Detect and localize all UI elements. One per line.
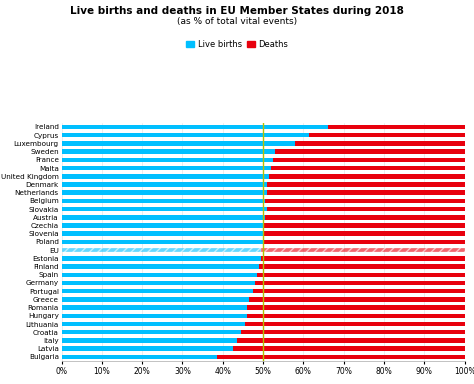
Bar bbox=[233, 346, 465, 351]
Bar bbox=[261, 256, 465, 261]
Bar bbox=[328, 125, 465, 129]
Bar bbox=[259, 264, 465, 269]
Bar bbox=[62, 240, 263, 244]
Bar bbox=[62, 190, 267, 195]
Bar bbox=[255, 281, 465, 285]
Bar bbox=[247, 314, 465, 318]
Bar bbox=[263, 223, 465, 228]
Bar bbox=[269, 174, 465, 179]
Bar bbox=[62, 174, 269, 179]
Bar bbox=[265, 199, 465, 203]
Bar bbox=[62, 256, 261, 261]
Bar bbox=[265, 215, 465, 220]
Bar bbox=[249, 297, 465, 302]
Bar bbox=[62, 125, 328, 129]
Bar bbox=[62, 330, 241, 334]
Bar bbox=[273, 157, 465, 162]
Bar bbox=[275, 149, 465, 154]
Text: (as % of total vital events): (as % of total vital events) bbox=[177, 17, 297, 26]
Bar bbox=[217, 354, 465, 359]
Bar bbox=[62, 314, 247, 318]
Bar bbox=[62, 354, 217, 359]
Bar bbox=[62, 346, 233, 351]
Bar bbox=[62, 297, 249, 302]
Bar bbox=[62, 248, 261, 252]
Bar bbox=[62, 166, 271, 170]
Bar bbox=[62, 338, 237, 343]
Bar bbox=[295, 141, 465, 146]
Bar bbox=[62, 215, 265, 220]
Text: Live births and deaths in EU Member States during 2018: Live births and deaths in EU Member Stat… bbox=[70, 6, 404, 16]
Bar bbox=[62, 141, 295, 146]
Bar bbox=[62, 273, 257, 277]
Bar bbox=[253, 289, 465, 293]
Bar bbox=[62, 199, 265, 203]
Bar bbox=[257, 273, 465, 277]
Bar bbox=[241, 330, 465, 334]
Bar bbox=[263, 232, 465, 236]
Bar bbox=[267, 207, 465, 211]
Bar bbox=[62, 223, 263, 228]
Bar bbox=[62, 289, 253, 293]
Bar bbox=[62, 207, 267, 211]
Bar bbox=[62, 322, 245, 326]
Bar bbox=[263, 240, 465, 244]
Legend: Live births, Deaths: Live births, Deaths bbox=[182, 37, 292, 53]
Bar bbox=[267, 190, 465, 195]
Bar bbox=[237, 338, 465, 343]
Bar bbox=[62, 157, 273, 162]
Bar bbox=[62, 232, 263, 236]
Bar bbox=[62, 182, 267, 187]
Bar bbox=[247, 305, 465, 310]
Bar bbox=[245, 322, 465, 326]
Bar bbox=[62, 264, 259, 269]
Bar bbox=[62, 281, 255, 285]
Bar bbox=[261, 248, 465, 252]
Bar bbox=[310, 133, 465, 137]
Bar bbox=[62, 149, 275, 154]
Bar bbox=[271, 166, 465, 170]
Bar bbox=[267, 182, 465, 187]
Bar bbox=[62, 133, 310, 137]
Bar bbox=[62, 305, 247, 310]
